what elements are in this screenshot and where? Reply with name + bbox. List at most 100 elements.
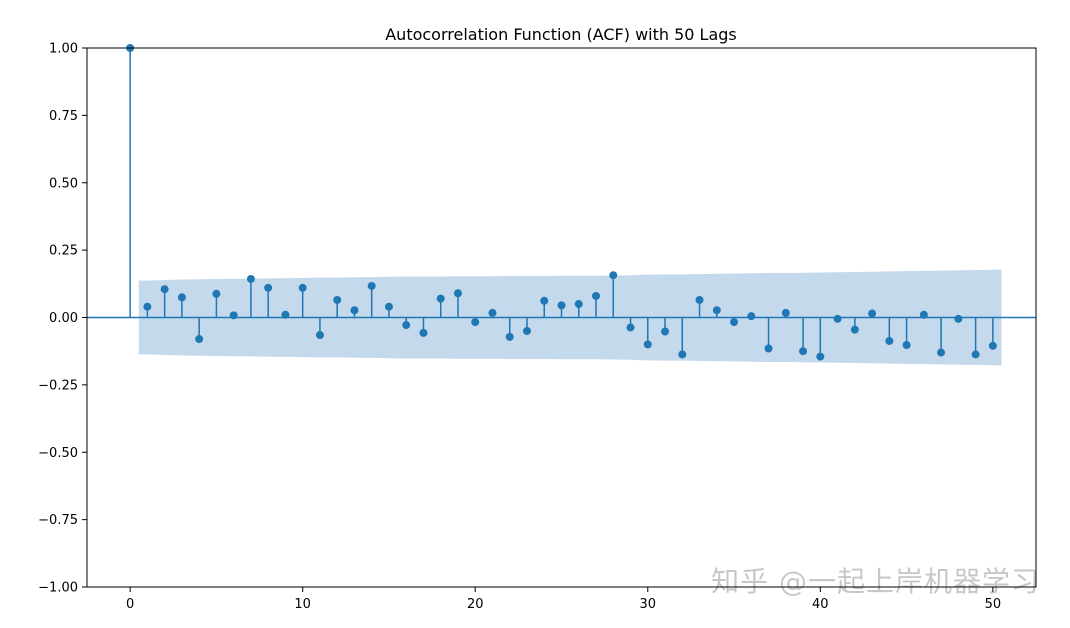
- acf-stem-lag-37: [764, 317, 773, 353]
- acf-point: [954, 314, 963, 323]
- acf-point: [367, 281, 376, 290]
- y-axis-ticks: −1.00 −0.75 −0.50 −0.25 0.00 0.25 0.50 0.75 1.00: [38, 42, 87, 596]
- acf-point: [522, 326, 531, 335]
- acf-point: [350, 306, 359, 315]
- acf-stem-lag-2: [160, 285, 169, 318]
- acf-point: [229, 311, 238, 320]
- acf-point: [816, 352, 825, 361]
- acf-stem-lag-31: [661, 317, 670, 336]
- acf-stem-lag-33: [695, 295, 704, 318]
- acf-stem-lag-13: [350, 306, 359, 318]
- acf-point: [592, 291, 601, 300]
- y-tick-label: 0.50: [49, 176, 78, 191]
- acf-point: [730, 318, 739, 327]
- acf-point: [937, 348, 946, 357]
- stem-layer: [126, 44, 997, 361]
- acf-point: [695, 295, 704, 304]
- acf-point: [799, 347, 808, 356]
- acf-stem-lag-29: [626, 317, 635, 332]
- acf-stem-lag-43: [868, 309, 877, 318]
- y-tick-label: −0.25: [38, 378, 78, 393]
- acf-point: [160, 285, 169, 294]
- acf-point: [661, 327, 670, 336]
- x-tick-label: 40: [812, 597, 829, 612]
- acf-stem-lag-24: [540, 296, 549, 318]
- y-tick-label: 0.75: [49, 109, 78, 124]
- acf-point: [419, 328, 428, 337]
- acf-point: [643, 340, 652, 349]
- acf-stem-lag-12: [333, 295, 342, 318]
- acf-point: [505, 332, 514, 341]
- acf-stem-lag-9: [281, 310, 290, 319]
- acf-stem-lag-48: [954, 314, 963, 323]
- acf-point: [833, 314, 842, 323]
- acf-point: [384, 302, 393, 311]
- acf-stem-lag-7: [246, 274, 255, 318]
- acf-stem-lag-46: [919, 310, 928, 319]
- acf-point: [264, 283, 273, 292]
- y-tick-label: −0.50: [38, 446, 78, 461]
- acf-stem-lag-49: [971, 317, 980, 359]
- acf-point: [557, 301, 566, 310]
- acf-stem-lag-27: [592, 291, 601, 318]
- acf-point: [678, 350, 687, 359]
- chart-title: Autocorrelation Function (ACF) with 50 L…: [385, 25, 737, 44]
- acf-stem-lag-50: [988, 317, 997, 350]
- acf-stem-lag-41: [833, 314, 842, 323]
- watermark-text: 知乎 @一起上岸机器学习: [711, 565, 1040, 598]
- acf-stem-lag-42: [850, 317, 859, 334]
- acf-point: [471, 318, 480, 327]
- acf-point: [298, 283, 307, 292]
- acf-point: [315, 331, 324, 340]
- acf-stem-lag-21: [488, 308, 497, 318]
- acf-point: [902, 340, 911, 349]
- acf-point: [453, 289, 462, 298]
- y-tick-label: −1.00: [38, 581, 78, 596]
- acf-stem-lag-38: [781, 308, 790, 318]
- acf-point: [747, 312, 756, 321]
- acf-stem-lag-1: [143, 302, 152, 318]
- acf-point: [143, 302, 152, 311]
- acf-point: [246, 274, 255, 283]
- acf-stem-lag-30: [643, 317, 652, 349]
- acf-stem-lag-8: [264, 283, 273, 318]
- acf-point: [781, 308, 790, 317]
- acf-point: [574, 300, 583, 309]
- acf-point: [971, 350, 980, 359]
- acf-point: [195, 335, 204, 344]
- acf-stem-lag-26: [574, 300, 583, 318]
- acf-stem-lag-18: [436, 294, 445, 318]
- acf-point: [850, 325, 859, 334]
- acf-stem-lag-15: [384, 302, 393, 318]
- acf-stem-lag-23: [522, 317, 531, 335]
- acf-stem-lag-3: [177, 293, 186, 318]
- x-tick-label: 30: [639, 597, 656, 612]
- acf-stem-lag-28: [609, 271, 618, 318]
- x-tick-label: 10: [294, 597, 311, 612]
- acf-stem-lag-19: [453, 289, 462, 318]
- y-tick-label: 0.25: [49, 244, 78, 259]
- acf-stem-lag-40: [816, 317, 825, 361]
- acf-point: [885, 336, 894, 345]
- acf-stem-lag-47: [937, 317, 946, 357]
- acf-point: [919, 310, 928, 319]
- acf-stem-lag-35: [730, 317, 739, 327]
- acf-stem-lag-34: [712, 306, 721, 318]
- acf-point: [868, 309, 877, 318]
- x-tick-label: 20: [467, 597, 484, 612]
- acf-stem-lag-22: [505, 317, 514, 341]
- acf-point: [988, 341, 997, 350]
- acf-point: [212, 289, 221, 298]
- acf-stem-lag-45: [902, 317, 911, 349]
- x-tick-label: 0: [126, 597, 134, 612]
- acf-point: [281, 310, 290, 319]
- acf-stem-lag-39: [799, 317, 808, 356]
- acf-stem-lag-0: [126, 44, 135, 318]
- acf-point: [402, 321, 411, 330]
- y-tick-label: −0.75: [38, 513, 78, 528]
- acf-point: [436, 294, 445, 303]
- acf-point: [764, 344, 773, 353]
- acf-stem-lag-10: [298, 283, 307, 318]
- acf-stem-lag-44: [885, 317, 894, 345]
